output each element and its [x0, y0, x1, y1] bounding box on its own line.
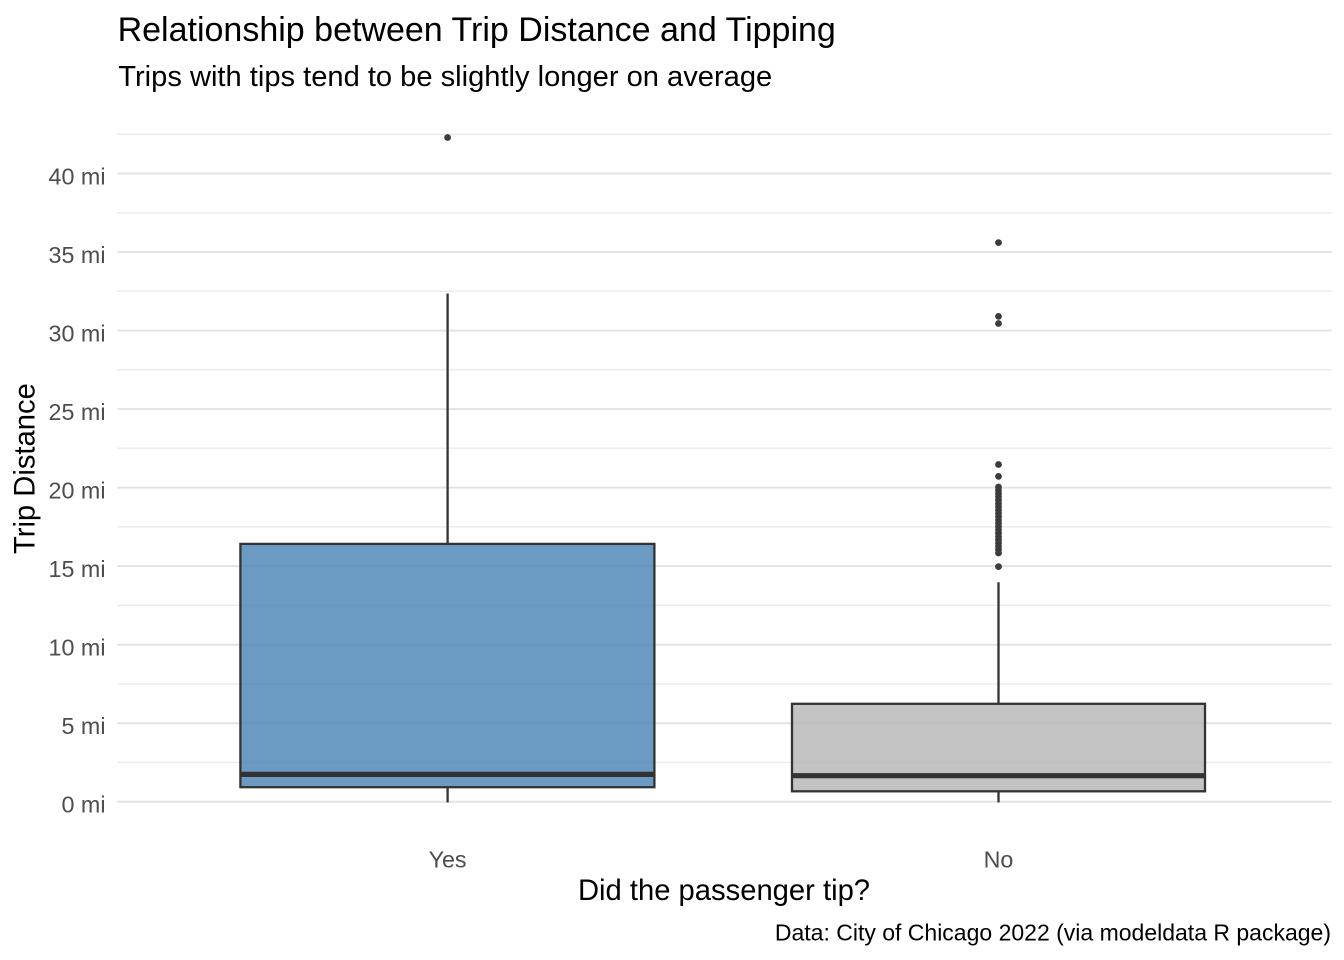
svg-text:15 mi: 15 mi — [49, 556, 106, 582]
svg-text:Relationship between Trip Dist: Relationship between Trip Distance and T… — [118, 11, 836, 49]
svg-text:35 mi: 35 mi — [49, 242, 106, 268]
svg-text:40 mi: 40 mi — [49, 163, 106, 189]
svg-text:30 mi: 30 mi — [49, 320, 106, 346]
svg-text:0 mi: 0 mi — [61, 792, 105, 818]
svg-text:Data: City of Chicago 2022 (vi: Data: City of Chicago 2022 (via modeldat… — [775, 920, 1331, 946]
svg-text:5 mi: 5 mi — [61, 713, 105, 739]
svg-text:Did the passenger tip?: Did the passenger tip? — [578, 875, 870, 907]
svg-text:10 mi: 10 mi — [49, 635, 106, 661]
svg-text:Trips with tips tend to be sli: Trips with tips tend to be slightly long… — [118, 61, 772, 93]
svg-text:Yes: Yes — [429, 847, 467, 873]
svg-text:25 mi: 25 mi — [49, 399, 106, 425]
svg-text:No: No — [984, 847, 1014, 873]
svg-text:20 mi: 20 mi — [49, 477, 106, 503]
svg-text:Trip Distance: Trip Distance — [10, 383, 42, 554]
